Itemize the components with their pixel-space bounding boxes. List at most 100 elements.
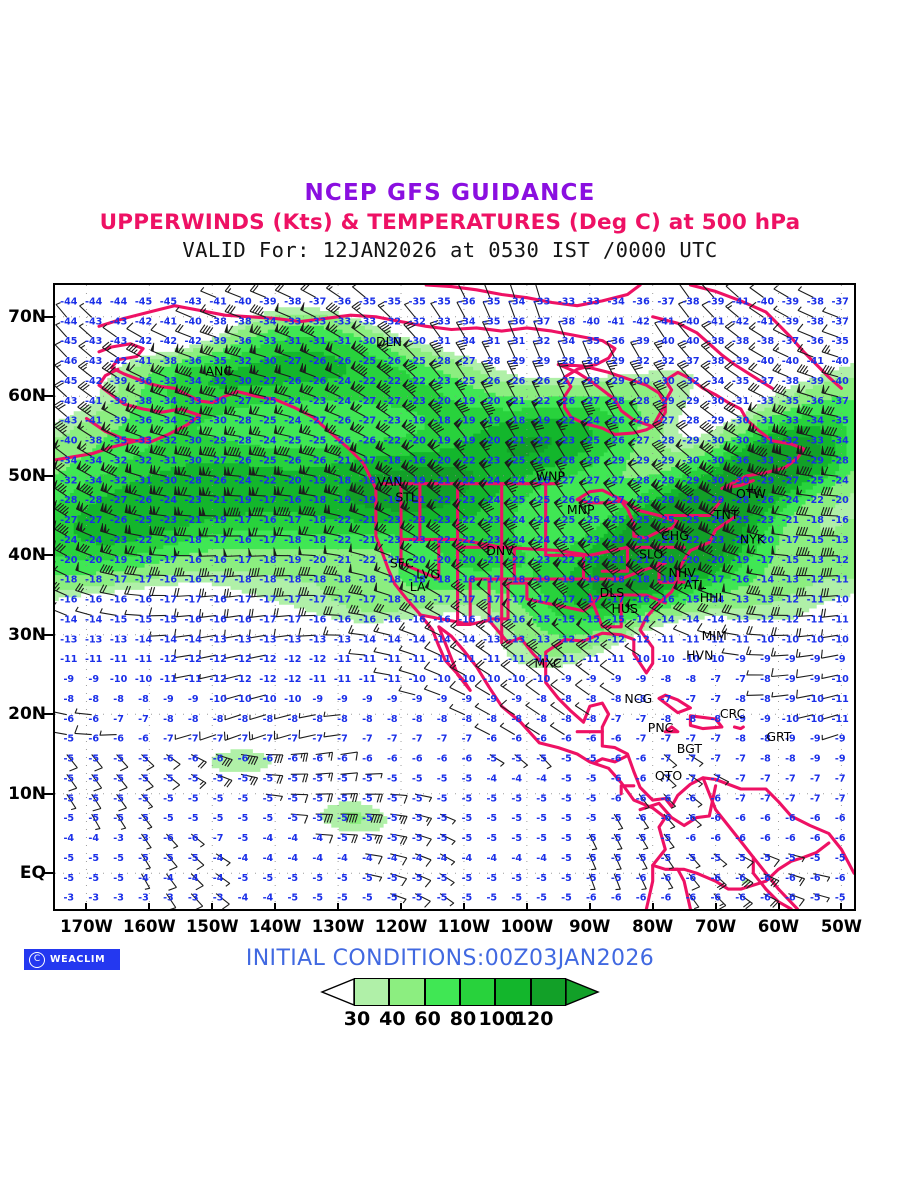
temp-value: -31 (732, 396, 750, 407)
temp-value: -5 (561, 893, 572, 904)
temp-value: -5 (561, 754, 572, 765)
map-plot-area[interactable]: -44 -44 -44 -45 -45 -43 -41 -40 -39 -38 -37 -36 -35-… (53, 283, 856, 911)
temp-value: -29 (657, 456, 675, 467)
temp-value: -5 (138, 853, 149, 864)
temp-value: -11 (458, 654, 476, 665)
temp-value: -12 (284, 654, 301, 665)
temp-value: -20 (483, 436, 501, 447)
temp-value: -11 (160, 674, 178, 685)
temperature-values: -44 -44 -44 -45 -45 -43 -41 -40 -39 -38 -37 -36 -35-… (60, 297, 849, 904)
coastline (638, 784, 718, 828)
temp-value: -38 (558, 316, 576, 327)
temp-value: -32 (657, 356, 674, 367)
temp-value: -4 (63, 833, 74, 844)
city-label-MNP: MNP (567, 502, 595, 517)
temp-value: -38 (757, 336, 775, 347)
temp-value: -22 (433, 535, 450, 546)
temp-value: -28 (682, 495, 700, 506)
temp-value: -26 (284, 456, 302, 467)
temp-value: -5 (337, 873, 348, 884)
temp-value: -16 (384, 615, 402, 626)
temp-value: -6 (138, 734, 149, 745)
temp-value: -45 (60, 336, 77, 347)
temp-value: -8 (312, 714, 323, 725)
city-label-NHV: NHV (669, 565, 697, 580)
temp-value: -17 (508, 595, 525, 606)
temp-value: -26 (334, 436, 352, 447)
wind-barbs (55, 285, 839, 909)
temp-value: -20 (458, 555, 476, 566)
temp-value: -18 (309, 495, 327, 506)
temp-value: -10 (632, 654, 650, 665)
temp-value: -6 (536, 734, 547, 745)
temp-value: -10 (682, 654, 700, 665)
temp-value: -6 (611, 734, 622, 745)
temp-value: -9 (735, 654, 746, 665)
temp-value: -31 (309, 336, 327, 347)
weaclim-badge: C WEACLIM (24, 949, 120, 970)
temp-value: -30 (707, 396, 725, 407)
temp-value: -5 (88, 773, 99, 784)
city-label-HHI: HHI (700, 590, 723, 605)
temp-value: -32 (533, 336, 550, 347)
temp-value: -13 (832, 535, 849, 546)
coastline (670, 841, 831, 891)
temp-value: -29 (632, 456, 650, 467)
temp-value: -36 (334, 297, 352, 308)
temp-value: -14 (682, 615, 700, 626)
temp-value: -6 (760, 813, 771, 824)
colorbar-cell-120 (530, 978, 566, 1006)
temp-value: -12 (160, 654, 177, 665)
temp-value: -17 (160, 595, 177, 606)
temp-value: -5 (586, 793, 597, 804)
temp-value: -9 (835, 754, 846, 765)
temp-value: -5 (536, 793, 547, 804)
temp-value: -29 (657, 396, 675, 407)
temp-value: -32 (632, 356, 649, 367)
temp-value: -40 (583, 316, 601, 327)
temp-value: -9 (810, 674, 821, 685)
temp-value: -27 (359, 396, 376, 407)
temp-value: -7 (735, 674, 746, 685)
page-title: NCEP GFS GUIDANCE (304, 180, 596, 206)
temp-value: -26 (608, 436, 626, 447)
temp-value: -7 (661, 734, 672, 745)
temp-value: -13 (110, 634, 127, 645)
temp-value: -38 (807, 316, 825, 327)
temp-value: -42 (135, 316, 152, 327)
temp-value: -23 (433, 515, 450, 526)
temp-value: -38 (707, 356, 725, 367)
temp-value: -11 (483, 654, 501, 665)
temp-value: -32 (110, 475, 127, 486)
temp-value: -40 (832, 356, 850, 367)
lon-tick-170W: 170W (60, 917, 113, 936)
temp-value: -9 (362, 694, 373, 705)
temp-value: -8 (686, 714, 697, 725)
temp-value: -11 (657, 634, 675, 645)
temp-value: -10 (458, 674, 476, 685)
temp-value: -17 (160, 555, 177, 566)
temp-value: -6 (387, 754, 398, 765)
temp-value: -37 (832, 297, 849, 308)
temp-value: -8 (586, 714, 597, 725)
temp-value: -13 (782, 575, 799, 586)
temp-value: -28 (657, 495, 675, 506)
temp-value: -5 (337, 833, 348, 844)
temp-value: -16 (185, 555, 203, 566)
lat-tick-mark (44, 792, 53, 795)
temp-value: -19 (458, 396, 476, 407)
city-label-HUS: HUS (611, 601, 638, 616)
temp-value: -6 (113, 734, 124, 745)
city-label-VAN: VAN (377, 474, 403, 489)
temp-value: -42 (732, 316, 749, 327)
temp-value: -40 (832, 376, 850, 387)
lat-tick-mark (44, 633, 53, 636)
temp-value: -5 (462, 833, 473, 844)
temp-value: -6 (661, 893, 672, 904)
temp-value: -17 (135, 575, 152, 586)
colorbar-cell-60 (424, 978, 460, 1006)
temp-value: -16 (409, 456, 427, 467)
temp-value: -25 (608, 515, 625, 526)
temp-value: -7 (785, 793, 796, 804)
temp-value: -6 (760, 833, 771, 844)
